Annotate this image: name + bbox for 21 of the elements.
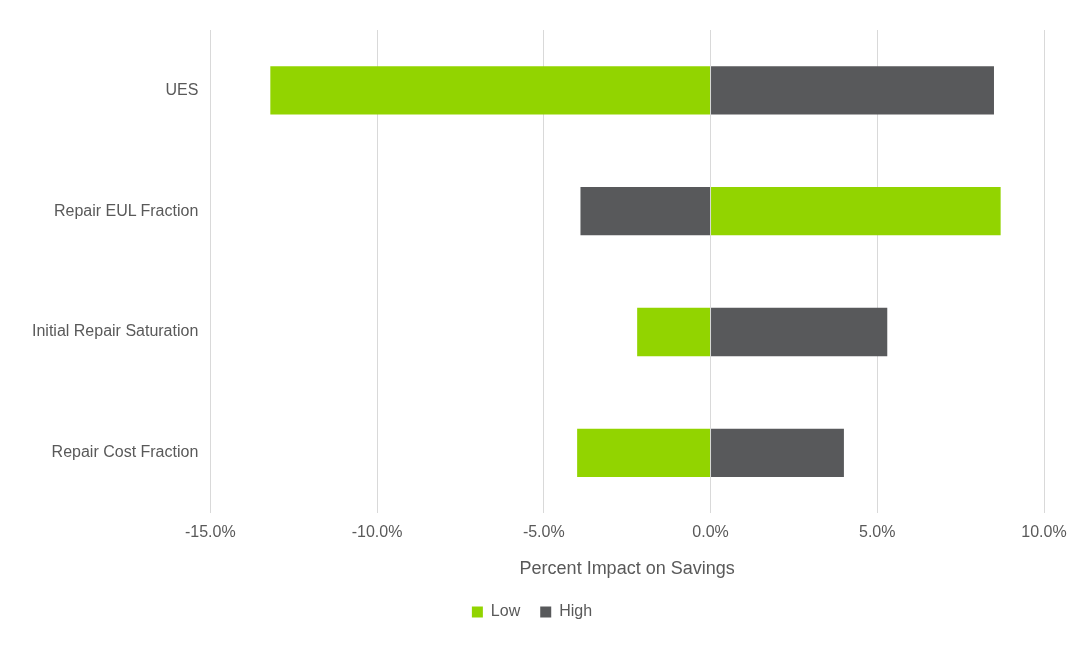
y-tick-label: Initial Repair Saturation — [32, 322, 199, 340]
bar — [711, 187, 1001, 236]
bar — [711, 66, 994, 115]
legend-label: Low — [490, 602, 521, 620]
bar — [577, 428, 711, 477]
x-tick-label: -15.0% — [184, 523, 236, 541]
x-tick-label: 5.0% — [859, 523, 896, 541]
x-tick-label: 10.0% — [1021, 523, 1067, 541]
x-tick-label: -5.0% — [522, 523, 565, 541]
y-tick-label: Repair EUL Fraction — [53, 201, 199, 219]
x-tick-label: -10.0% — [351, 523, 403, 541]
bar — [580, 187, 711, 236]
x-tick-label: 0.0% — [692, 523, 729, 541]
x-axis-title: Percent Impact on Savings — [519, 558, 735, 579]
bar — [637, 307, 711, 357]
y-tick-label: UES — [165, 80, 199, 98]
bar — [711, 307, 888, 357]
bar — [711, 428, 844, 477]
y-tick-label: Repair Cost Fraction — [51, 443, 199, 461]
bar — [270, 66, 711, 115]
legend-label: High — [559, 602, 593, 620]
